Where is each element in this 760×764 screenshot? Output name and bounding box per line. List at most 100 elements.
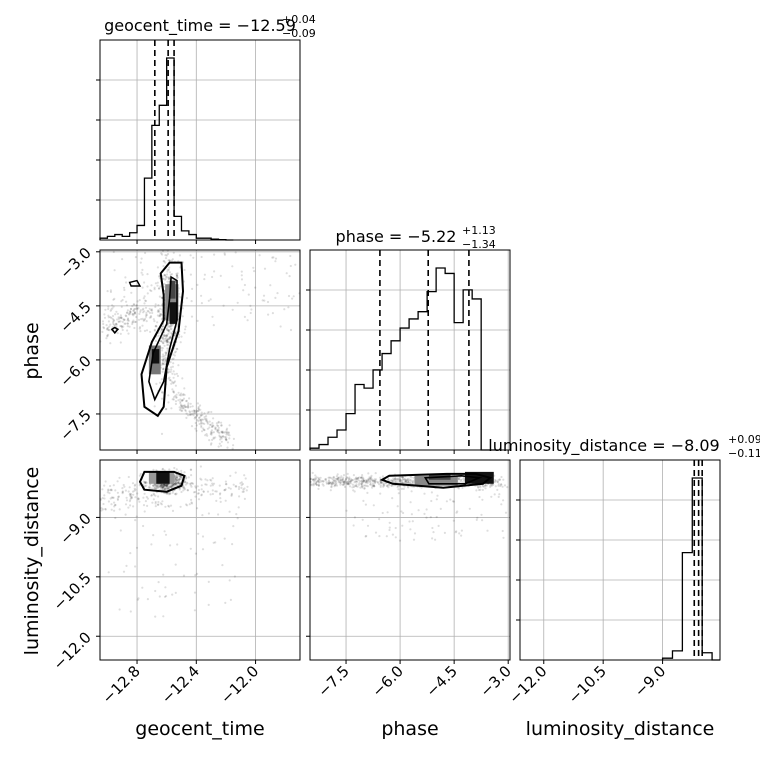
sample-point xyxy=(106,335,109,338)
sample-point xyxy=(164,484,167,487)
sample-point xyxy=(336,476,340,479)
sample-point xyxy=(139,472,142,476)
sample-point xyxy=(451,500,455,503)
y-tick-label: −7.5 xyxy=(56,406,94,444)
sample-point xyxy=(139,330,142,333)
sample-point xyxy=(127,318,130,321)
sample-point xyxy=(124,314,127,317)
sample-point xyxy=(396,477,399,480)
sample-point xyxy=(116,318,119,321)
sample-point xyxy=(162,265,165,268)
sample-point xyxy=(334,484,337,487)
sample-point xyxy=(106,327,109,330)
sample-point xyxy=(289,264,292,268)
sample-point xyxy=(185,476,188,479)
sample-point xyxy=(157,581,160,584)
sample-point xyxy=(122,318,125,321)
sample-point xyxy=(279,325,282,328)
sample-point xyxy=(109,316,112,319)
sample-point xyxy=(399,480,402,483)
sample-point xyxy=(366,485,369,488)
sample-point xyxy=(153,288,156,291)
sample-point xyxy=(494,485,497,488)
sample-point xyxy=(506,486,509,489)
sample-point xyxy=(212,431,215,434)
sample-point xyxy=(220,437,223,440)
sample-point xyxy=(144,482,147,485)
sample-point xyxy=(372,480,375,483)
sample-point xyxy=(166,268,169,271)
sample-point xyxy=(368,480,371,483)
sample-point xyxy=(329,482,332,485)
sample-point xyxy=(175,396,178,399)
sample-point xyxy=(343,485,347,488)
sample-point xyxy=(134,488,137,491)
sample-point xyxy=(404,480,407,483)
sample-point xyxy=(166,338,169,341)
sample-point xyxy=(226,431,229,434)
sample-point xyxy=(460,478,463,481)
sample-point xyxy=(401,481,404,484)
sample-point xyxy=(157,304,160,307)
sample-point xyxy=(217,420,220,423)
sample-point xyxy=(217,431,220,434)
sample-point xyxy=(186,504,189,507)
sample-point xyxy=(111,318,114,321)
sample-point xyxy=(167,332,170,335)
sample-point xyxy=(412,476,415,479)
sample-point xyxy=(317,476,320,479)
sample-point xyxy=(213,253,216,256)
sample-point xyxy=(162,342,165,345)
title-phase-minus: −1.34 xyxy=(462,238,496,251)
sample-point xyxy=(254,286,257,289)
sample-point xyxy=(339,483,342,486)
sample-point xyxy=(172,391,176,394)
sample-point xyxy=(135,515,138,518)
density-cell xyxy=(414,475,458,486)
sample-point xyxy=(118,476,121,479)
sample-point xyxy=(210,410,213,414)
title-luminosity-distance-minus: −0.11 xyxy=(728,447,760,460)
sample-point xyxy=(332,482,335,485)
sample-point xyxy=(179,341,182,344)
sample-point xyxy=(167,329,170,332)
sample-point xyxy=(324,477,328,481)
sample-point xyxy=(110,489,113,492)
sample-point xyxy=(147,486,150,489)
sample-point xyxy=(163,483,166,486)
sample-point xyxy=(236,301,239,304)
sample-point xyxy=(116,498,119,501)
sample-point xyxy=(162,337,165,340)
sample-point xyxy=(219,492,222,495)
sample-point xyxy=(221,564,224,567)
sample-point xyxy=(366,524,370,527)
sample-point xyxy=(134,519,137,522)
sample-point xyxy=(200,420,203,423)
sample-point xyxy=(398,477,401,480)
sample-point xyxy=(157,486,161,489)
sample-point xyxy=(431,526,434,530)
sample-point xyxy=(118,508,121,511)
sample-point xyxy=(200,426,203,429)
sample-point xyxy=(160,313,163,316)
sample-point xyxy=(372,485,375,488)
sample-point xyxy=(184,325,187,328)
sample-point xyxy=(227,433,230,436)
sample-point xyxy=(154,505,157,508)
sample-point xyxy=(360,483,363,486)
sample-point xyxy=(157,495,160,498)
sample-point xyxy=(484,484,487,487)
sample-point xyxy=(157,275,161,278)
sample-point xyxy=(159,330,162,333)
hist-layer xyxy=(99,57,720,661)
sample-point xyxy=(184,483,187,486)
sample-point xyxy=(430,499,433,503)
sample-point xyxy=(166,485,169,488)
sample-point xyxy=(223,489,226,492)
sample-point xyxy=(168,325,171,328)
sample-point xyxy=(204,478,207,481)
sample-point xyxy=(349,480,352,483)
sample-point xyxy=(129,498,132,501)
sample-point xyxy=(207,580,210,584)
sample-point xyxy=(201,548,205,551)
